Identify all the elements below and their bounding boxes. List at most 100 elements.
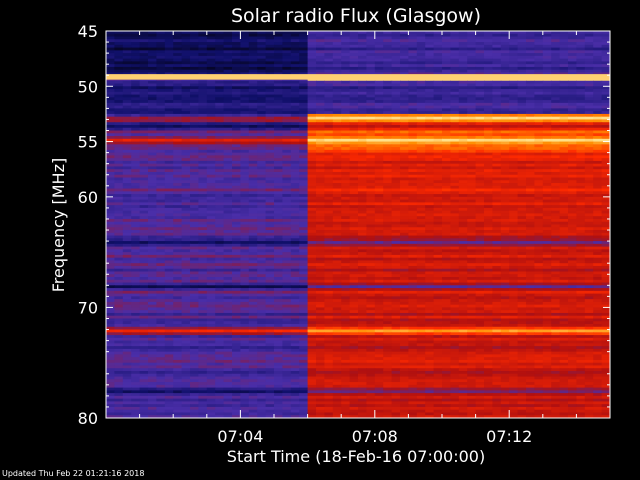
heatmap-cell [173, 160, 183, 165]
heatmap-cell [458, 205, 468, 209]
heatmap-cell [206, 227, 216, 231]
heatmap-cell [484, 152, 493, 156]
heatmap-cell [164, 235, 174, 239]
heatmap-cell [148, 141, 157, 145]
heatmap-cell [290, 47, 300, 51]
heatmap-cell [458, 83, 468, 87]
heatmap-cell [265, 83, 275, 87]
heatmap-cell [467, 185, 477, 190]
heatmap-cell [341, 133, 351, 137]
heatmap-cell [257, 185, 267, 190]
heatmap-cell [484, 77, 493, 82]
heatmap-cell [400, 216, 409, 220]
heatmap-cell [299, 102, 309, 107]
heatmap-cell [509, 141, 519, 145]
heatmap-cell [467, 205, 477, 209]
heatmap-cell [341, 183, 351, 187]
heatmap-cell [433, 111, 443, 115]
heatmap-cell [190, 116, 199, 121]
heatmap-cell [139, 44, 149, 49]
heatmap-cell [131, 44, 141, 49]
heatmap-cell [509, 119, 519, 123]
heatmap-cell [526, 202, 535, 206]
heatmap-cell [509, 152, 519, 156]
heatmap-cell [349, 136, 359, 140]
heatmap-cell [584, 113, 594, 118]
heatmap-cell [593, 100, 603, 104]
heatmap-cell [190, 144, 199, 148]
heatmap-cell [215, 155, 225, 159]
heatmap-cell [324, 160, 334, 165]
heatmap-cell [442, 116, 451, 121]
heatmap-cell [358, 83, 367, 87]
heatmap-cell [450, 147, 460, 151]
heatmap-cell [139, 113, 149, 118]
heatmap-cell [190, 102, 199, 107]
heatmap-cell [274, 77, 283, 82]
heatmap-cell [450, 86, 460, 90]
heatmap-cell [559, 100, 569, 104]
heatmap-cell [584, 44, 594, 49]
heatmap-cell [156, 199, 166, 203]
heatmap-cell [215, 42, 225, 46]
heatmap-cell [408, 147, 418, 151]
heatmap-cell [215, 39, 225, 43]
heatmap-cell [181, 224, 191, 228]
heatmap-cell [181, 50, 191, 54]
heatmap-cell [274, 97, 283, 101]
heatmap-cell [324, 230, 334, 234]
heatmap-cell [391, 188, 401, 192]
heatmap-cell [131, 39, 141, 43]
heatmap-cell [425, 124, 435, 129]
heatmap-cell [190, 33, 199, 38]
heatmap-cell [324, 224, 334, 228]
heatmap-cell [265, 174, 275, 179]
heatmap-cell [442, 58, 451, 62]
heatmap-cell [114, 50, 124, 54]
heatmap-cell [358, 64, 367, 68]
heatmap-cell [324, 97, 334, 101]
heatmap-cell [450, 235, 460, 239]
heatmap-cell [366, 111, 376, 115]
heatmap-cell [223, 243, 233, 248]
heatmap-cell [106, 31, 115, 35]
heatmap-cell [274, 227, 283, 231]
heatmap-cell [584, 241, 594, 245]
heatmap-cell [139, 152, 149, 156]
heatmap-cell [307, 105, 317, 109]
heatmap-cell [500, 55, 510, 60]
heatmap-cell [442, 163, 451, 168]
heatmap-cell [408, 180, 418, 184]
heatmap-cell [265, 254, 275, 259]
heatmap-cell [366, 108, 376, 112]
heatmap-cell [551, 188, 561, 192]
heatmap-cell [190, 42, 199, 46]
heatmap-cell [383, 216, 393, 220]
heatmap-cell [274, 144, 283, 148]
heatmap-cell [517, 180, 527, 184]
heatmap-cell [551, 108, 561, 112]
heatmap-cell [467, 83, 477, 87]
heatmap-cell [467, 138, 477, 143]
heatmap-cell [139, 169, 149, 173]
heatmap-cell [492, 66, 502, 71]
heatmap-cell [257, 160, 267, 165]
heatmap-cell [467, 77, 477, 82]
heatmap-cell [106, 246, 115, 250]
heatmap-cell [290, 147, 300, 151]
heatmap-cell [509, 249, 519, 253]
heatmap-cell [391, 138, 401, 143]
heatmap-cell [568, 207, 577, 212]
heatmap-cell [593, 102, 603, 107]
heatmap-cell [173, 33, 183, 38]
heatmap-cell [131, 180, 141, 184]
heatmap-cell [257, 196, 267, 201]
heatmap-cell [156, 246, 166, 250]
heatmap-cell [492, 64, 502, 68]
heatmap-cell [366, 138, 376, 143]
heatmap-cell [341, 127, 351, 132]
heatmap-cell [299, 188, 309, 192]
heatmap-cell [274, 230, 283, 234]
heatmap-cell [450, 163, 460, 168]
heatmap-cell [248, 44, 258, 49]
